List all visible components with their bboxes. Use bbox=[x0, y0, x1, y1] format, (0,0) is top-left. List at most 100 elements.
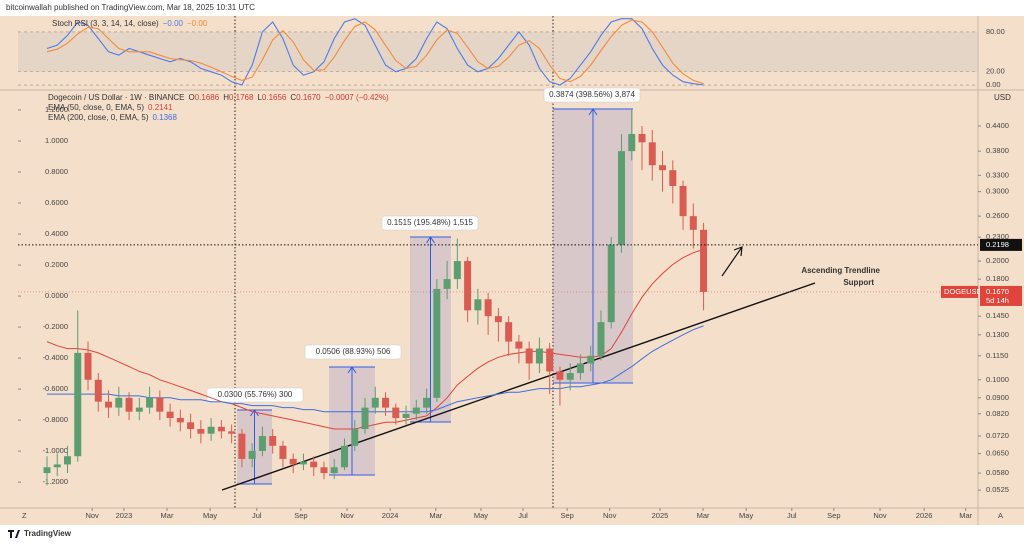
measure-label-bg bbox=[304, 344, 402, 360]
candle-body bbox=[597, 322, 605, 356]
corner-button[interactable]: Z bbox=[22, 511, 27, 520]
ohlc-value: L bbox=[257, 93, 262, 102]
currency: USD bbox=[994, 93, 1011, 102]
candle-body bbox=[228, 431, 236, 434]
measure-label-bg bbox=[543, 87, 641, 103]
candle-body bbox=[484, 299, 492, 317]
candle-body bbox=[330, 467, 338, 474]
candle-body bbox=[207, 426, 215, 434]
x-tick-label: Sep bbox=[827, 511, 840, 520]
y-tick-label: 0.3800 bbox=[986, 146, 1009, 155]
candle-body bbox=[412, 407, 420, 414]
x-tick-label: Nov bbox=[873, 511, 887, 520]
measure-label-bg bbox=[206, 387, 304, 403]
candle-body bbox=[217, 426, 225, 432]
x-tick-label: 2024 bbox=[382, 511, 399, 520]
candle-body bbox=[700, 229, 708, 292]
candle-body bbox=[382, 397, 390, 408]
candle-body bbox=[689, 216, 697, 230]
candle-body bbox=[617, 151, 625, 245]
candle-body bbox=[289, 458, 297, 465]
candle-body bbox=[607, 244, 615, 323]
measure-label: 0.0300 (55.76%) 300 bbox=[218, 390, 293, 399]
y-tick-label: 0.00 bbox=[986, 80, 1001, 89]
legend-text: −0.00 bbox=[163, 19, 184, 28]
price-tag-label: 0.1670 bbox=[986, 287, 1009, 296]
band bbox=[18, 31, 978, 72]
indicator-title: Stoch RSI (3, 3, 14, 14, close) −0.00 −0.0… bbox=[52, 19, 208, 28]
measure-arrow-head bbox=[347, 366, 357, 374]
candle-body bbox=[433, 288, 441, 398]
trendline-note: Ascending Trendline bbox=[801, 266, 880, 275]
x-tick-label: Nov bbox=[85, 511, 99, 520]
candle-body bbox=[146, 397, 154, 408]
candle-body bbox=[679, 186, 687, 217]
candle-body bbox=[94, 379, 102, 402]
y2-tick-label: 0.2000 bbox=[45, 260, 68, 269]
candle-body bbox=[556, 371, 564, 380]
y-tick-label: 0.2000 bbox=[986, 256, 1009, 265]
chart-bg bbox=[0, 16, 1024, 525]
x-tick-label: Mar bbox=[697, 511, 710, 520]
candle-body bbox=[464, 261, 472, 311]
candle-body bbox=[279, 445, 287, 459]
x-tick-label: May bbox=[203, 511, 217, 520]
y2-tick-label: 0.8000 bbox=[45, 167, 68, 176]
y2-tick-label: -0.6000 bbox=[43, 384, 68, 393]
y-tick-label: 0.1000 bbox=[986, 375, 1009, 384]
y-tick-label: 0.0820 bbox=[986, 409, 1009, 418]
measure-label: 0.0506 (88.93%) 506 bbox=[316, 347, 391, 356]
x-tick-label: Mar bbox=[959, 511, 972, 520]
candle-body bbox=[402, 413, 410, 418]
publisher-line: bitcoinwallah published on TradingView.c… bbox=[6, 3, 255, 12]
candle-body bbox=[310, 461, 318, 468]
ohlc-value: H bbox=[223, 93, 229, 102]
y2-tick-label: -0.4000 bbox=[43, 353, 68, 362]
x-tick-label: Nov bbox=[340, 511, 354, 520]
corner-button[interactable]: A bbox=[998, 511, 1003, 520]
x-tick-label: Sep bbox=[294, 511, 307, 520]
candle-body bbox=[494, 316, 502, 323]
x-tick-label: Sep bbox=[560, 511, 573, 520]
candle-body bbox=[299, 461, 307, 465]
y-tick-label: 0.0720 bbox=[986, 431, 1009, 440]
candle-body bbox=[576, 363, 584, 374]
brand: TradingView bbox=[24, 529, 72, 538]
y2-tick-label: 0.0000 bbox=[45, 291, 68, 300]
candle-body bbox=[84, 352, 92, 380]
candle-body bbox=[423, 397, 431, 408]
x-tick-label: May bbox=[474, 511, 488, 520]
brand-logo bbox=[8, 530, 20, 538]
y-tick-label: 0.3000 bbox=[986, 187, 1009, 196]
symbol-legend: Dogecoin / US Dollar · 1W · BINANCE O0.16… bbox=[48, 93, 389, 102]
legend-text: −0.00 bbox=[187, 19, 208, 28]
candle-body bbox=[166, 411, 174, 418]
legend-name: EMA (50, close, 0, EMA, 5) bbox=[48, 103, 144, 112]
candle-body bbox=[187, 422, 195, 430]
y-tick-label: 0.0650 bbox=[986, 449, 1009, 458]
projection-arrow bbox=[721, 246, 743, 277]
candle-body bbox=[248, 450, 256, 459]
y-tick-label: 0.4400 bbox=[986, 121, 1009, 130]
legend-value: 0.2141 bbox=[148, 103, 173, 112]
trendline-note: Support bbox=[843, 278, 874, 287]
candle-body bbox=[43, 467, 51, 474]
candle-body bbox=[546, 348, 554, 372]
candle-body bbox=[648, 142, 656, 166]
candle-body bbox=[669, 170, 677, 187]
price-tag bbox=[980, 285, 1022, 306]
candle-body bbox=[197, 429, 205, 434]
candle-body bbox=[628, 133, 636, 152]
candle-body bbox=[74, 352, 82, 457]
candle-body bbox=[361, 407, 369, 430]
x-tick-label: Nov bbox=[603, 511, 617, 520]
legend-entry: EMA (200, close, 0, EMA, 5) 0.1368 bbox=[48, 113, 178, 122]
y2-tick-label: -1.2000 bbox=[43, 477, 68, 486]
candle-body bbox=[515, 341, 523, 349]
y-tick-label: 0.2300 bbox=[986, 232, 1009, 241]
candle-body bbox=[53, 464, 61, 468]
ohlc-value: −0.0007 (−0.42%) bbox=[325, 93, 389, 102]
candle-body bbox=[115, 397, 123, 408]
candle-body bbox=[340, 445, 348, 468]
price-tag-symbol: DOGEUSD bbox=[944, 287, 983, 296]
